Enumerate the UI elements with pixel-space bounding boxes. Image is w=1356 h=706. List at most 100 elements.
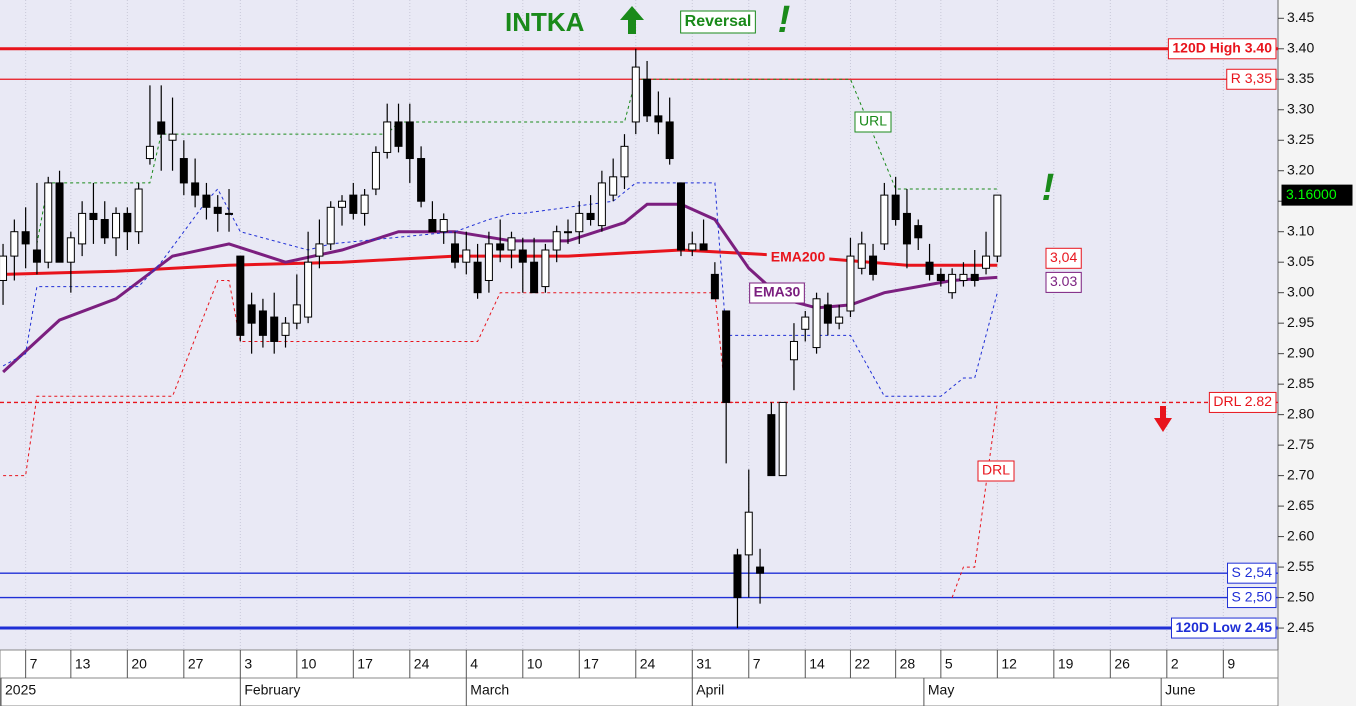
- month-label: April: [696, 682, 724, 698]
- candle-body: [247, 304, 256, 324]
- candle-body: [66, 237, 75, 263]
- x-tick-label: 24: [640, 656, 656, 672]
- x-tick-label: 28: [900, 656, 916, 672]
- x-tick-label: 13: [75, 656, 91, 672]
- candle-body: [518, 249, 527, 263]
- y-tick-label: 2.45: [1287, 619, 1314, 635]
- candle-body: [575, 212, 584, 233]
- up-arrow: [620, 6, 644, 34]
- month-label: February: [244, 682, 300, 698]
- level-label: S 2,50: [1232, 588, 1273, 604]
- y-tick-label: 3.45: [1287, 9, 1314, 25]
- candle-body: [134, 188, 143, 233]
- candle-body: [55, 182, 64, 263]
- y-tick-label: 3.25: [1287, 131, 1314, 147]
- x-tick-label: 20: [131, 656, 147, 672]
- candle-body: [383, 121, 392, 153]
- month-label: May: [928, 682, 954, 698]
- x-tick-label: 31: [696, 656, 712, 672]
- x-tick-label: 24: [414, 656, 430, 672]
- candle-body: [394, 121, 403, 147]
- value-label-box: [1281, 184, 1353, 206]
- value-label-box: [1045, 247, 1082, 269]
- candle-body: [699, 243, 708, 251]
- candle-body: [857, 243, 866, 269]
- grid-layer: 2.45 2.50 2.55 2.60 2.65 2.70 2.75 2.80 2.85 2.90…: [0, 0, 1314, 706]
- candle-body: [462, 249, 471, 263]
- candle-body: [0, 255, 8, 281]
- candle-body: [665, 121, 674, 160]
- candle-body: [236, 255, 245, 336]
- series-label-box: [977, 460, 1015, 482]
- candle-body: [451, 243, 460, 263]
- series-label-box: [766, 248, 830, 268]
- candle-body: [157, 121, 166, 135]
- candle-body: [496, 243, 505, 251]
- x-tick-label: 12: [1001, 656, 1017, 672]
- level-label-box: [1227, 562, 1277, 584]
- y-tick-label: 2.50: [1287, 588, 1314, 604]
- candle-body: [191, 182, 200, 196]
- candle-body: [643, 78, 652, 117]
- candle-body: [586, 212, 595, 221]
- candle-body: [891, 194, 900, 221]
- candle-body: [710, 273, 719, 300]
- candle-body: [315, 243, 324, 257]
- y-tick-label: 2.60: [1287, 527, 1314, 543]
- x-tick-label: 22: [854, 656, 870, 672]
- candle-body: [270, 316, 279, 342]
- level-label: R 3,35: [1231, 70, 1272, 86]
- x-tick-label: 9: [1227, 656, 1235, 672]
- candle-body: [970, 273, 979, 281]
- candle-body: [123, 212, 132, 233]
- level-label: 120D Low 2.45: [1176, 619, 1273, 635]
- candle-body: [631, 66, 640, 123]
- y-tick-label: 3.10: [1287, 222, 1314, 238]
- exclamation: !: [1042, 167, 1055, 209]
- candle-body: [823, 304, 832, 324]
- candle-body: [846, 255, 855, 312]
- candle-body: [959, 273, 968, 281]
- x-tick-label: 14: [809, 656, 825, 672]
- y-tick-label: 2.95: [1287, 314, 1314, 330]
- month-label: June: [1165, 682, 1196, 698]
- candle-body: [439, 219, 448, 233]
- y-tick-label: 2.65: [1287, 497, 1314, 513]
- level-label-box: [1226, 68, 1277, 90]
- candle-body: [168, 133, 177, 141]
- candle-body: [89, 212, 98, 221]
- candle-body: [993, 194, 1002, 257]
- candle-body: [563, 231, 572, 234]
- candle-body: [371, 151, 380, 190]
- candle-body: [145, 145, 154, 160]
- indicator-line: [2, 202, 998, 374]
- candle-body: [78, 212, 87, 245]
- candle-body: [100, 219, 109, 239]
- x-tick-label: 17: [583, 656, 599, 672]
- y-tick-label: 2.70: [1287, 466, 1314, 482]
- down-arrow: [1154, 406, 1172, 432]
- candle-body: [835, 316, 844, 324]
- candle-body: [292, 304, 301, 324]
- x-tick-label: 4: [470, 656, 478, 672]
- candle-body: [620, 145, 629, 178]
- candle-body: [801, 316, 810, 330]
- candles-layer: [0, 48, 1002, 629]
- y-tick-label: 2.90: [1287, 344, 1314, 360]
- y-tick-label: 2.55: [1287, 558, 1314, 574]
- x-tick-label: 3: [244, 656, 252, 672]
- y-tick-label: 3.40: [1287, 39, 1314, 55]
- candle-body: [767, 414, 776, 477]
- x-tick-label: 5: [945, 656, 953, 672]
- series-label: EMA200: [771, 249, 826, 265]
- x-tick-label: 7: [753, 656, 761, 672]
- month-label: 2025: [5, 682, 36, 698]
- y-tick-label: 2.80: [1287, 405, 1314, 421]
- candle-body: [880, 194, 889, 245]
- series-label-box: [854, 111, 892, 133]
- candle-body: [258, 310, 267, 336]
- candle-body: [10, 231, 19, 257]
- value-label: 3.03: [1050, 273, 1077, 289]
- candle-body: [281, 322, 290, 336]
